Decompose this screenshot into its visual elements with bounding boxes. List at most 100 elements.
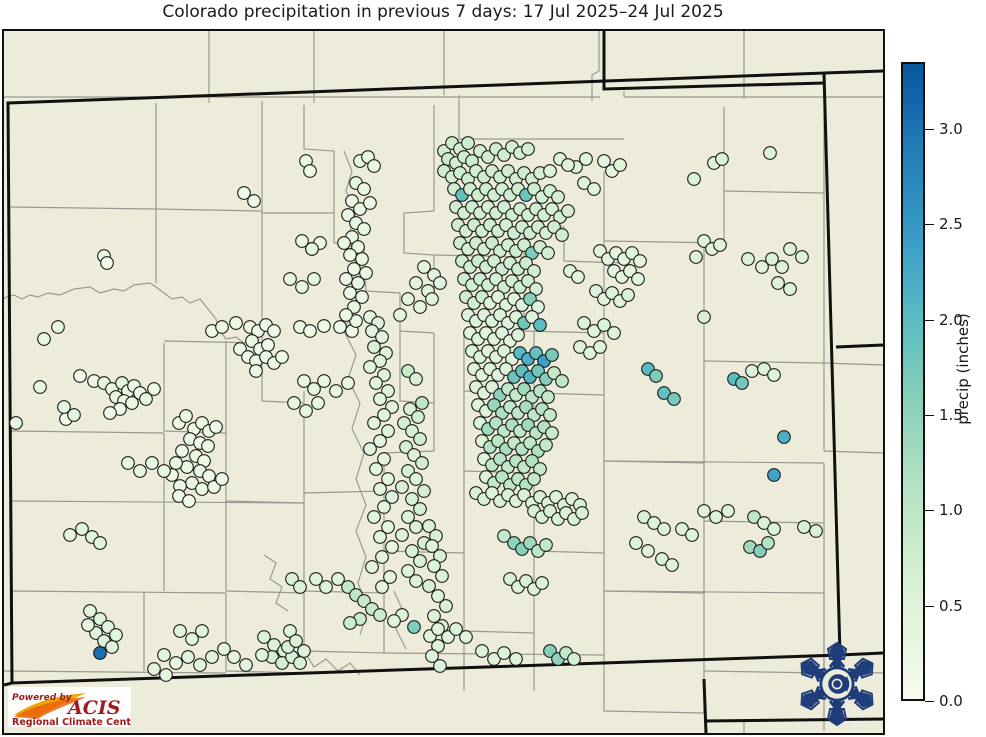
station-marker[interactable] bbox=[401, 510, 415, 524]
station-marker[interactable] bbox=[275, 350, 289, 364]
station-marker[interactable] bbox=[247, 194, 261, 208]
station-marker[interactable] bbox=[497, 200, 511, 214]
station-marker[interactable] bbox=[533, 462, 547, 476]
station-marker[interactable] bbox=[373, 354, 387, 368]
station-marker[interactable] bbox=[293, 580, 307, 594]
station-marker[interactable] bbox=[527, 472, 541, 486]
station-marker[interactable] bbox=[83, 604, 97, 618]
station-marker[interactable] bbox=[37, 332, 51, 346]
station-marker[interactable] bbox=[497, 148, 511, 162]
station-marker[interactable] bbox=[545, 202, 559, 216]
station-marker[interactable] bbox=[491, 434, 505, 448]
station-marker[interactable] bbox=[181, 650, 195, 664]
station-marker[interactable] bbox=[173, 624, 187, 638]
station-marker[interactable] bbox=[331, 572, 345, 586]
station-marker[interactable] bbox=[93, 612, 107, 626]
station-marker[interactable] bbox=[343, 616, 357, 630]
station-marker[interactable] bbox=[407, 448, 421, 462]
station-marker[interactable] bbox=[205, 650, 219, 664]
station-marker[interactable] bbox=[541, 390, 555, 404]
station-marker[interactable] bbox=[721, 504, 735, 518]
station-marker[interactable] bbox=[757, 516, 771, 530]
station-marker[interactable] bbox=[329, 384, 343, 398]
station-marker[interactable] bbox=[319, 580, 333, 594]
station-marker[interactable] bbox=[182, 494, 196, 508]
station-marker[interactable] bbox=[543, 164, 557, 178]
station-marker[interactable] bbox=[573, 340, 587, 354]
station-marker[interactable] bbox=[341, 376, 355, 390]
station-marker[interactable] bbox=[675, 522, 689, 536]
station-marker[interactable] bbox=[33, 380, 47, 394]
station-marker[interactable] bbox=[485, 236, 499, 250]
station-marker[interactable] bbox=[385, 540, 399, 554]
station-marker[interactable] bbox=[547, 220, 561, 234]
station-marker[interactable] bbox=[67, 408, 81, 422]
station-marker[interactable] bbox=[367, 416, 381, 430]
station-marker[interactable] bbox=[229, 316, 243, 330]
station-marker[interactable] bbox=[605, 286, 619, 300]
station-marker[interactable] bbox=[519, 574, 533, 588]
station-marker[interactable] bbox=[227, 650, 241, 664]
station-marker[interactable] bbox=[63, 528, 77, 542]
station-marker[interactable] bbox=[275, 656, 289, 670]
station-marker[interactable] bbox=[261, 338, 275, 352]
station-marker[interactable] bbox=[139, 392, 153, 406]
station-marker[interactable] bbox=[109, 628, 123, 642]
station-marker[interactable] bbox=[543, 408, 557, 422]
station-marker[interactable] bbox=[413, 554, 427, 568]
station-marker[interactable] bbox=[461, 136, 475, 150]
station-marker[interactable] bbox=[373, 434, 387, 448]
station-marker[interactable] bbox=[233, 342, 247, 356]
station-marker[interactable] bbox=[357, 594, 371, 608]
station-marker[interactable] bbox=[545, 426, 559, 440]
station-marker[interactable] bbox=[57, 400, 71, 414]
station-marker[interactable] bbox=[409, 372, 423, 386]
station-marker[interactable] bbox=[193, 658, 207, 672]
station-marker[interactable] bbox=[539, 438, 553, 452]
station-marker[interactable] bbox=[589, 284, 603, 298]
station-marker[interactable] bbox=[411, 410, 425, 424]
station-marker[interactable] bbox=[375, 330, 389, 344]
station-marker[interactable] bbox=[697, 310, 711, 324]
station-marker[interactable] bbox=[217, 642, 231, 656]
station-marker[interactable] bbox=[367, 159, 381, 173]
station-marker[interactable] bbox=[422, 519, 436, 533]
station-marker[interactable] bbox=[641, 544, 655, 558]
station-marker[interactable] bbox=[377, 452, 391, 466]
station-marker[interactable] bbox=[555, 374, 569, 388]
station-marker[interactable] bbox=[367, 340, 381, 354]
station-marker[interactable] bbox=[517, 382, 531, 396]
station-marker[interactable] bbox=[767, 468, 781, 482]
station-marker[interactable] bbox=[373, 482, 387, 496]
station-marker[interactable] bbox=[169, 456, 183, 470]
station-marker[interactable] bbox=[519, 400, 533, 414]
station-marker[interactable] bbox=[75, 522, 89, 536]
station-marker[interactable] bbox=[433, 659, 447, 673]
station-marker[interactable] bbox=[307, 382, 321, 396]
station-marker[interactable] bbox=[101, 620, 115, 634]
station-marker[interactable] bbox=[401, 292, 415, 306]
station-marker[interactable] bbox=[9, 416, 23, 430]
station-marker[interactable] bbox=[597, 154, 611, 168]
station-marker[interactable] bbox=[593, 244, 607, 258]
station-marker[interactable] bbox=[767, 368, 781, 382]
station-marker[interactable] bbox=[399, 440, 413, 454]
station-marker[interactable] bbox=[425, 292, 439, 306]
station-marker[interactable] bbox=[93, 536, 107, 550]
station-marker[interactable] bbox=[121, 456, 135, 470]
station-marker[interactable] bbox=[159, 668, 173, 682]
station-marker[interactable] bbox=[481, 150, 495, 164]
station-marker[interactable] bbox=[525, 310, 539, 324]
station-marker[interactable] bbox=[422, 579, 436, 593]
station-marker[interactable] bbox=[133, 464, 147, 478]
station-marker[interactable] bbox=[333, 320, 347, 334]
station-marker[interactable] bbox=[485, 486, 499, 500]
station-marker[interactable] bbox=[105, 640, 119, 654]
station-marker[interactable] bbox=[377, 500, 391, 514]
station-marker[interactable] bbox=[239, 658, 253, 672]
station-marker[interactable] bbox=[621, 288, 635, 302]
station-marker[interactable] bbox=[571, 270, 585, 284]
station-marker[interactable] bbox=[337, 236, 351, 250]
station-marker[interactable] bbox=[343, 286, 357, 300]
station-marker[interactable] bbox=[521, 274, 535, 288]
